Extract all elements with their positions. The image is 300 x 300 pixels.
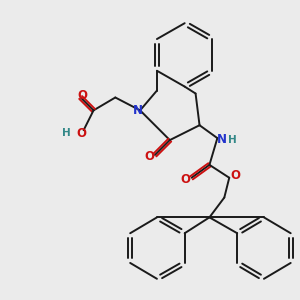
Text: N: N	[133, 104, 143, 117]
Text: O: O	[181, 173, 191, 186]
Text: H: H	[228, 135, 237, 145]
Text: O: O	[230, 169, 240, 182]
Text: O: O	[78, 89, 88, 102]
Text: H: H	[62, 128, 71, 138]
Text: O: O	[76, 127, 87, 140]
Text: O: O	[144, 150, 154, 164]
Text: N: N	[217, 133, 227, 146]
